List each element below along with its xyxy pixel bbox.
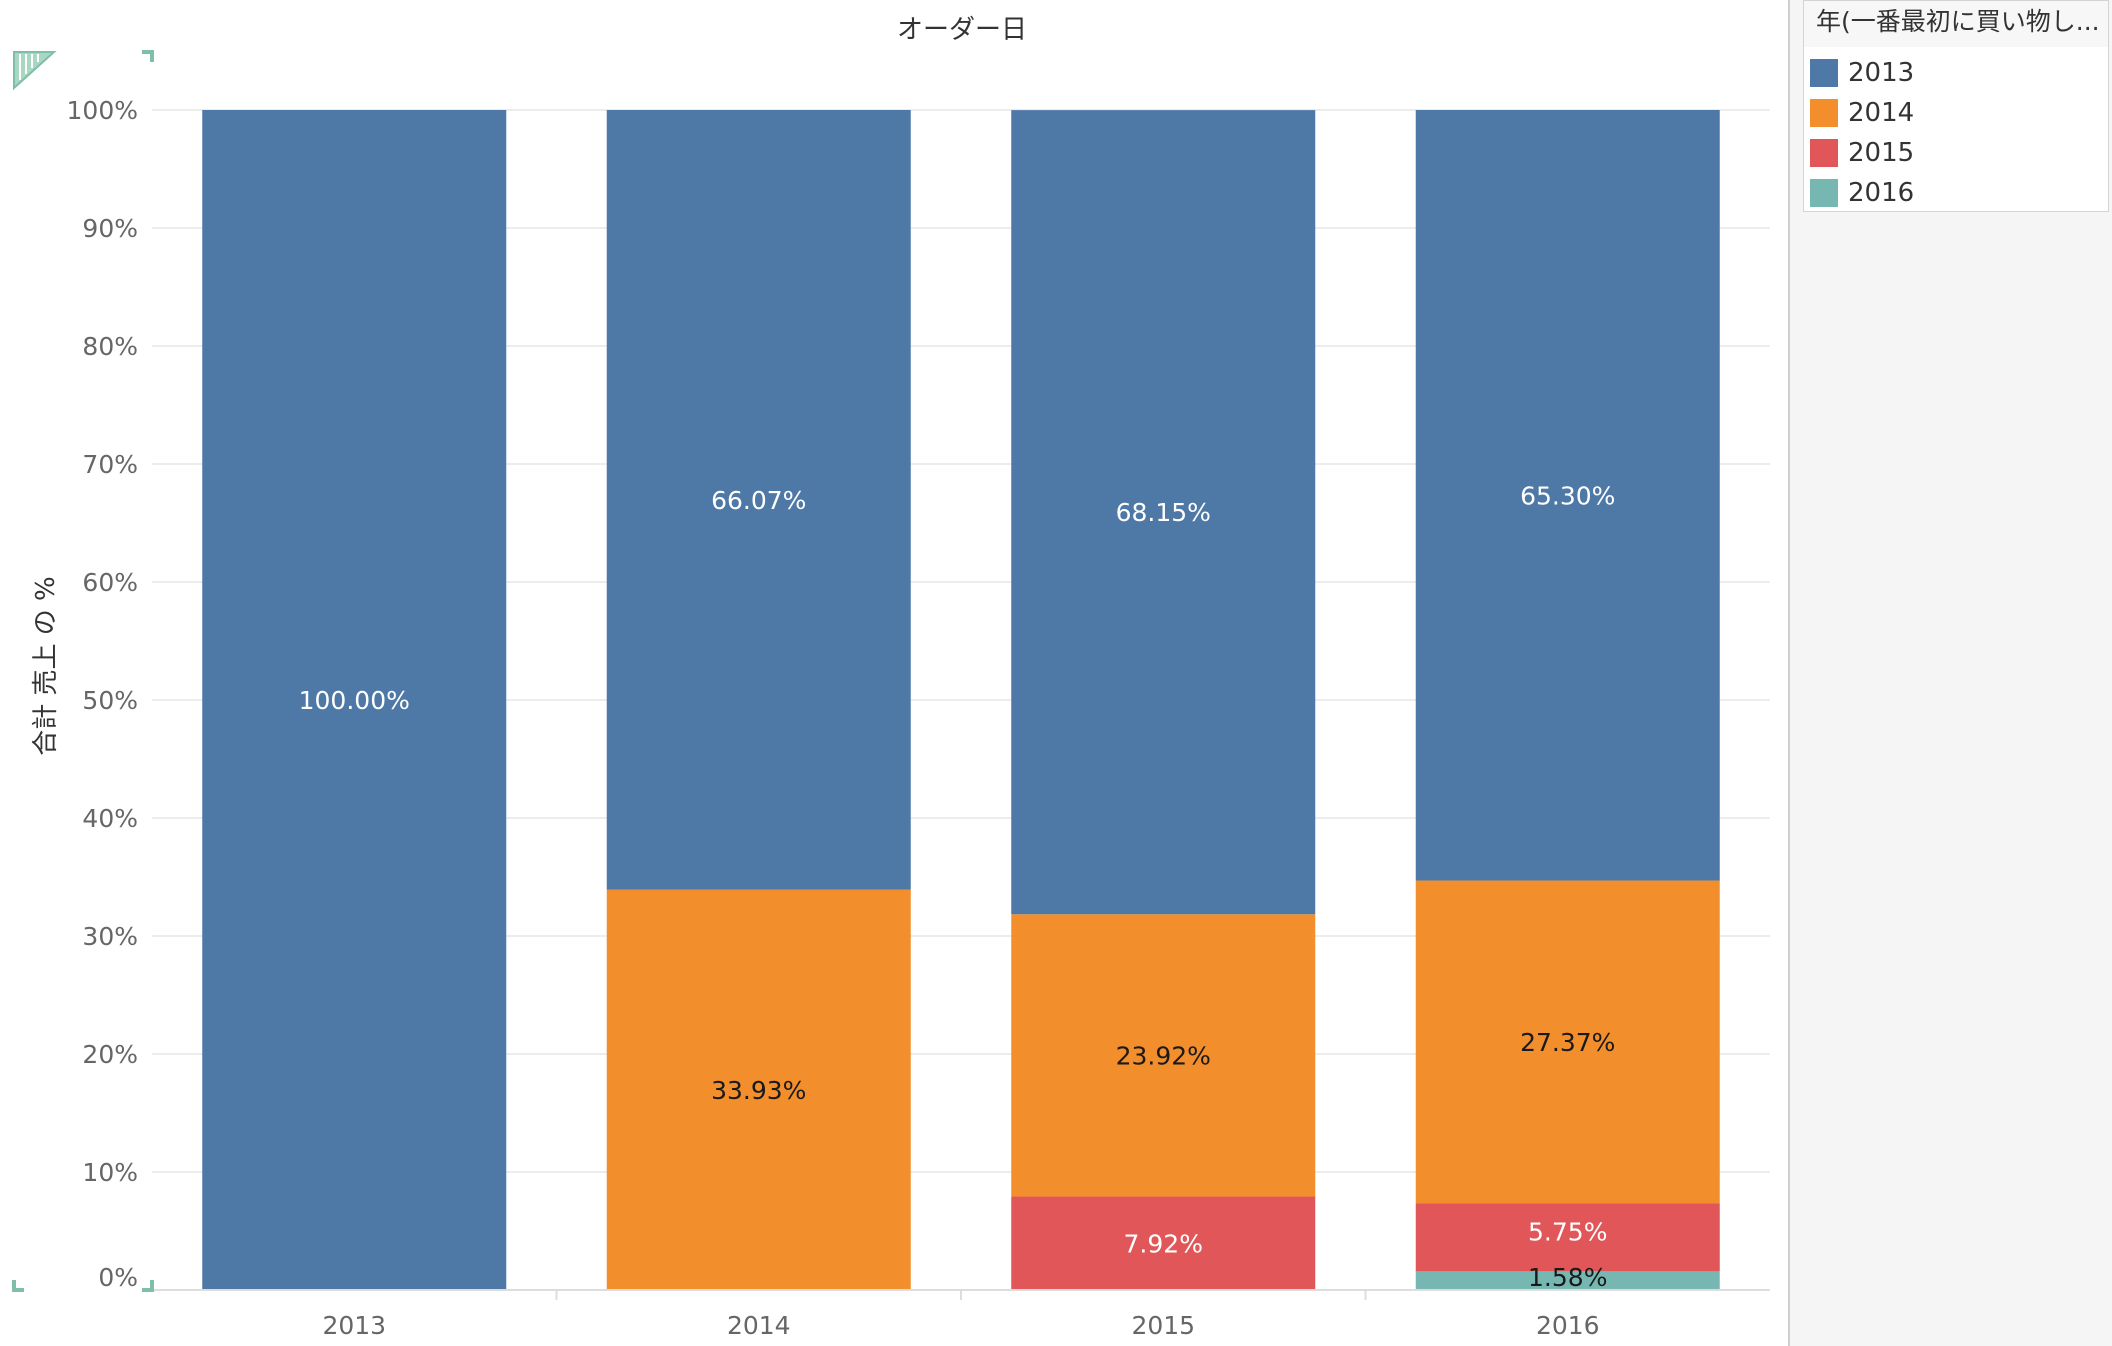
bar-segment-2015-2016[interactable] [1415,1203,1720,1272]
y-tick-label: 30% [82,922,138,951]
legend-title[interactable]: 年(一番最初に買い物し... [1804,1,2108,47]
data-label: 65.30% [1520,481,1615,510]
stacked-bar-chart: 100.00% 33.93% 66.07% 7.92% 23.92% 68.15% 1.58… [12,15,1770,1340]
y-tick-label: 0% [98,1263,138,1292]
y-tick-label: 20% [82,1040,138,1069]
legend-label: 2016 [1848,178,1915,208]
bars [202,110,1720,1290]
bar-segment-2013-2013[interactable] [202,110,507,1290]
data-label: 23.92% [1116,1041,1211,1070]
bar-segment-2016-2016[interactable] [1415,1271,1720,1290]
bar-segment-2014-2015[interactable] [1011,914,1316,1197]
data-label: 33.93% [711,1076,806,1105]
y-axis-title: 合計 売上 の % [31,576,61,756]
y-tick-label: 10% [82,1158,138,1187]
data-label: 7.92% [1124,1229,1203,1258]
chart-title: オーダー日 [897,15,1027,45]
bar-segment-2014-2016[interactable] [1415,880,1720,1204]
legend-swatch [1810,59,1838,87]
x-tick-label: 2014 [727,1311,791,1340]
y-tick-label: 40% [82,804,138,833]
legend-label: 2015 [1848,138,1915,168]
legend-item-2013[interactable]: 2013 [1804,53,2108,93]
data-label: 100.00% [299,686,410,715]
y-tick-label: 50% [82,686,138,715]
axes: 0% 10% 20% 30% 40% 50% 60% 70% 80% 90% 100% 2013 201… [67,96,1770,1340]
bar-segment-2013-2014[interactable] [606,110,911,890]
legend-swatch [1810,179,1838,207]
bar-segment-2014-2014[interactable] [606,889,911,1290]
legend-label: 2013 [1848,58,1915,88]
data-label: 1.58% [1528,1263,1607,1292]
x-tick-label: 2016 [1536,1311,1600,1340]
y-tick-label: 80% [82,332,138,361]
y-tick-label: 100% [67,96,138,125]
bar-segment-2013-2015[interactable] [1011,110,1316,915]
color-legend: 年(一番最初に買い物し... 2013 2014 2015 2016 [1803,0,2109,212]
legend-item-2016[interactable]: 2016 [1804,173,2108,213]
y-tick-label: 90% [82,214,138,243]
legend-panel [1788,0,2112,1346]
data-label: 5.75% [1528,1217,1607,1246]
corner-marks [12,50,154,1292]
flag-icon[interactable] [13,51,57,91]
y-tick-label: 60% [82,568,138,597]
x-tick-label: 2015 [1131,1311,1195,1340]
legend-item-2014[interactable]: 2014 [1804,93,2108,133]
data-label: 27.37% [1520,1028,1615,1057]
legend-label: 2014 [1848,98,1915,128]
bar-segment-2015-2015[interactable] [1011,1196,1316,1290]
bar-segment-2013-2016[interactable] [1415,110,1720,881]
data-label: 66.07% [711,486,806,515]
x-tick-label: 2013 [322,1311,386,1340]
data-label: 68.15% [1116,498,1211,527]
data-labels: 100.00% 33.93% 66.07% 7.92% 23.92% 68.15% 1.58… [299,481,1616,1292]
legend-swatch [1810,139,1838,167]
legend-item-2015[interactable]: 2015 [1804,133,2108,173]
y-tick-label: 70% [82,450,138,479]
legend-swatch [1810,99,1838,127]
